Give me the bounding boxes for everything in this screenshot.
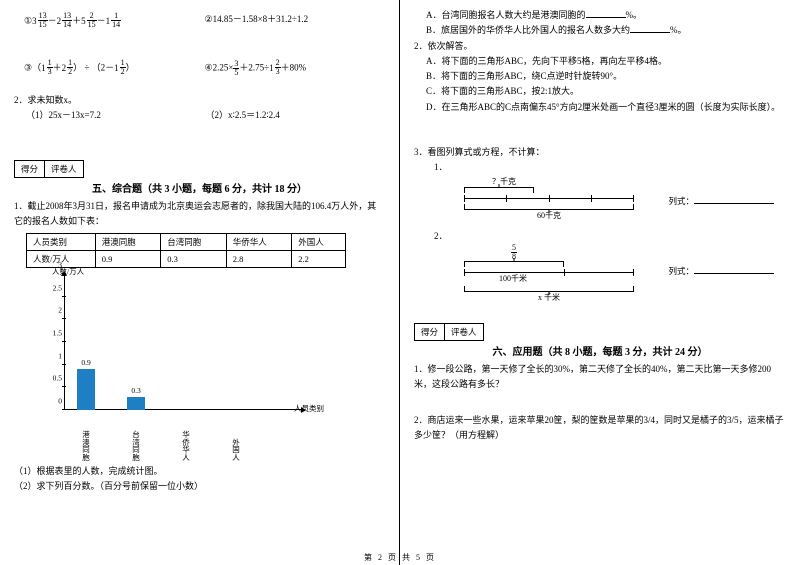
q3: 3．看图列算式或方程，不计算： xyxy=(414,145,786,160)
left-column: ①31315－21314＋5215－1114 ②14.85－1.58×8＋31.… xyxy=(0,0,400,565)
table-row: 人数/万人 0.9 0.3 2.8 2.2 xyxy=(27,251,346,268)
y-tick-label: 2.5 xyxy=(44,283,62,292)
d2-answer: 列式： xyxy=(668,264,774,277)
right-column: A．台湾同胞报名人数大约是港澳同胞的%。 B．旅居国外的华侨华人比外国人的报名人… xyxy=(400,0,800,565)
d2-num: 2． xyxy=(434,229,786,244)
y-tick xyxy=(62,364,66,365)
expr-4: ④2.25×35＋2.75÷123＋80% xyxy=(205,59,386,77)
line-a: A．台湾同胞报名人数大约是港澳同胞的%。 xyxy=(414,8,786,23)
y-tick xyxy=(62,296,66,297)
y-tick-label: 1 xyxy=(44,351,62,360)
blank[interactable] xyxy=(586,8,626,18)
q2a: （1）25x－13x=7.2 xyxy=(14,108,206,123)
score-box-5: 得分 评卷人 xyxy=(14,160,385,178)
y-tick-label: 3 xyxy=(44,261,62,270)
bar xyxy=(77,369,95,410)
x-category-label: 外国人 xyxy=(226,439,246,463)
x-axis xyxy=(64,409,304,410)
y-tick-label: 0.5 xyxy=(44,374,62,383)
q2-sub: （1）25x－13x=7.2 （2）x∶2.5＝1.2∶2.4 xyxy=(14,108,385,123)
section-5-title: 五、综合题（共 3 小题，每题 6 分，共计 18 分） xyxy=(14,180,385,195)
d2-mid-label: 100千米 xyxy=(499,273,664,284)
x-category-label: 港澳同胞 xyxy=(76,431,96,463)
q2a: A．将下面的三角形ABC，先向下平移5格，再向左平移4格。 xyxy=(414,54,786,69)
td: 0.9 xyxy=(95,251,161,268)
table-row: 人员类别 港澳同胞 台湾同胞 华侨华人 外国人 xyxy=(27,234,346,251)
th: 台湾同胞 xyxy=(161,234,227,251)
blank[interactable] xyxy=(694,194,774,204)
y-tick xyxy=(62,341,66,342)
score-label: 得分 xyxy=(414,323,445,341)
p1b: 它的报名人数如下表： xyxy=(14,214,385,229)
expr-1: ①31315－21314＋5215－1114 xyxy=(24,12,205,29)
y-tick-label: 2 xyxy=(44,306,62,315)
th: 华侨华人 xyxy=(226,234,292,251)
y-axis xyxy=(64,274,65,410)
th: 人员类别 xyxy=(27,234,96,251)
td: 0.3 xyxy=(161,251,227,268)
line-b: B．旅居国外的华侨华人比外国人的报名人数多大约%。 xyxy=(414,23,786,38)
y-tick xyxy=(62,273,66,274)
q1-1: （1）根据表里的人数，完成统计图。 xyxy=(14,464,385,479)
y-tick xyxy=(62,386,66,387)
th: 外国人 xyxy=(292,234,346,251)
q2: 2．依次解答。 xyxy=(414,39,786,54)
blank[interactable] xyxy=(694,264,774,274)
x-category-label: 华侨华人 xyxy=(176,431,196,463)
bar xyxy=(127,397,145,411)
y-tick xyxy=(62,409,66,410)
q2d: D．在三角形ABC的C点南偏东45°方向2厘米处画一个直径3厘米的圆（长度为实际… xyxy=(414,100,786,115)
grader-label: 评卷人 xyxy=(445,323,484,341)
bar-value-label: 0.3 xyxy=(131,386,140,395)
q2-title: 2．求未知数x。 xyxy=(14,93,385,108)
diagram-1: ？千克 60千克 列式： xyxy=(464,176,664,221)
grader-label: 评卷人 xyxy=(45,160,84,178)
d1-num: 1． xyxy=(434,160,786,175)
page-footer: 第 2 页 共 5 页 xyxy=(0,552,800,563)
td: 2.2 xyxy=(292,251,346,268)
score-label: 得分 xyxy=(14,160,45,178)
blank[interactable] xyxy=(630,23,670,33)
diagram-2: 58 100千米 x 千米 列式： xyxy=(464,244,664,303)
q1-2: （2）求下列百分数。（百分号前保留一位小数） xyxy=(14,479,385,494)
bar-value-label: 0.9 xyxy=(81,358,90,367)
score-box-6: 得分 评卷人 xyxy=(414,323,786,341)
x-category-label: 台湾同胞 xyxy=(126,431,146,463)
data-table: 人员类别 港澳同胞 台湾同胞 华侨华人 外国人 人数/万人 0.9 0.3 2.… xyxy=(26,233,346,268)
expr-row-1: ①31315－21314＋5215－1114 ②14.85－1.58×8＋31.… xyxy=(24,12,385,29)
bar-chart: 人数/万人 人员类别 00.511.522.53港澳同胞0.9台湾同胞0.3华侨… xyxy=(44,274,304,424)
th: 港澳同胞 xyxy=(95,234,161,251)
p1a: 1．截止2008年3月31日，报名申请成为北京奥运会志愿者的，除我国大陆的106… xyxy=(14,199,385,214)
d1-answer: 列式： xyxy=(668,194,774,207)
app-q2: 2．商店运来一些水果，运来苹果20筐，梨的筐数是苹果的3/4，同时又是橘子的3/… xyxy=(414,413,786,444)
q2b: B．将下面的三角形ABC，绕C点逆时针旋转90°。 xyxy=(414,69,786,84)
app-q1: 1．修一段公路，第一天修了全长的30%，第二天修了全长的40%，第二天比第一天多… xyxy=(414,362,786,393)
d1-top-label: ？千克 xyxy=(492,176,664,187)
y-tick-label: 0 xyxy=(44,397,62,406)
y-tick xyxy=(62,318,66,319)
expr-2: ②14.85－1.58×8＋31.2÷1.2 xyxy=(205,12,386,29)
y-tick-label: 1.5 xyxy=(44,329,62,338)
q2b: （2）x∶2.5＝1.2∶2.4 xyxy=(206,108,386,123)
expr-3: ③（113＋212） ÷ （2－112） xyxy=(24,59,205,77)
td: 2.8 xyxy=(226,251,292,268)
q2c: C．将下面的三角形ABC，按2:1放大。 xyxy=(414,84,786,99)
section-6-title: 六、应用题（共 8 小题，每题 3 分，共计 24 分） xyxy=(414,343,786,358)
x-axis-title: 人员类别 xyxy=(294,403,324,414)
expr-row-2: ③（113＋212） ÷ （2－112） ④2.25×35＋2.75÷123＋8… xyxy=(24,59,385,77)
